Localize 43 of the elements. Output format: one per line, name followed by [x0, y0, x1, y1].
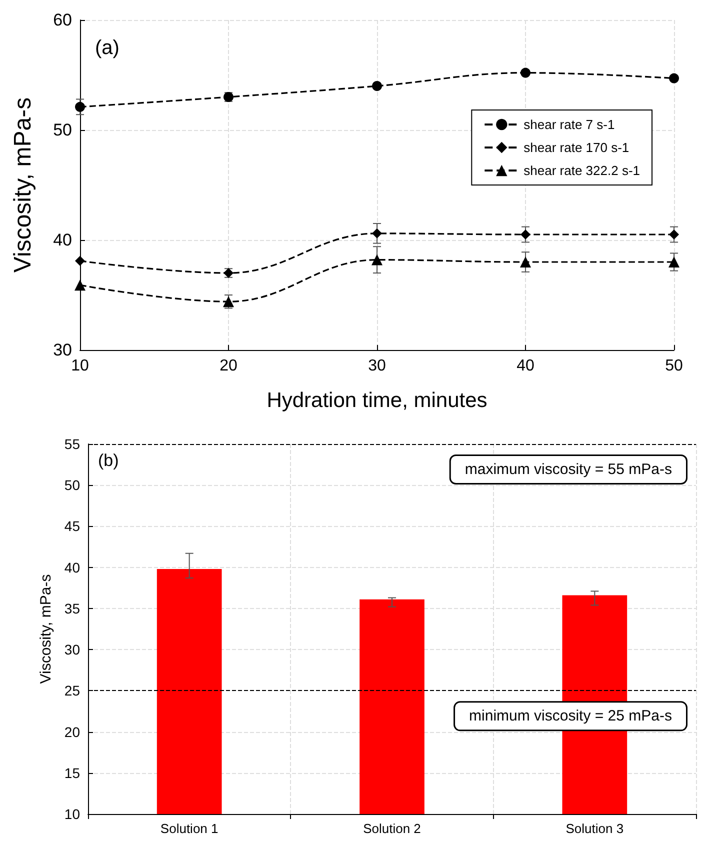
point: [668, 256, 680, 268]
annotation: (a): [95, 37, 120, 59]
point: [669, 230, 679, 240]
y-tick-label: 30: [53, 340, 72, 360]
x-axis-title: Hydration time, minutes: [266, 389, 488, 412]
x-tick-label: Solution 3: [566, 821, 624, 836]
y-tick-label: 50: [64, 477, 80, 494]
y-tick-label: 20: [64, 724, 80, 740]
y-tick-label: 15: [64, 764, 80, 781]
point: [669, 73, 679, 84]
point: [520, 230, 530, 240]
x-tick-label: 40: [516, 358, 534, 374]
legend-label: shear rate 322.2 s-1: [524, 163, 640, 178]
point: [372, 254, 382, 266]
y-axis-title: Viscosity, mPa-s: [38, 574, 55, 684]
y-tick-label: 60: [53, 10, 72, 30]
y-axis-title: Viscosity, mPa-s: [10, 97, 36, 273]
y-tick-label: 40: [53, 230, 72, 250]
y-tick-label: 10: [64, 806, 80, 822]
x-tick-label: Solution 1: [160, 821, 218, 836]
x-tick-label: 20: [220, 358, 238, 374]
point: [372, 228, 382, 238]
y-tick-label: 35: [64, 600, 80, 616]
ref-line-label: maximum viscosity = 55 mPa-s: [464, 461, 672, 478]
x-tick-label: Solution 2: [363, 821, 421, 836]
x-tick-label: 50: [665, 358, 683, 374]
y-tick-label: 40: [64, 559, 80, 576]
y-tick-label: 55: [64, 436, 80, 452]
point: [520, 68, 530, 78]
x-tick-label: 30: [368, 358, 386, 374]
point: [372, 81, 382, 91]
point: [75, 102, 85, 112]
annotation: (b): [98, 451, 119, 470]
point: [75, 256, 85, 266]
ref-line-label: minimum viscosity = 25 mPa-s: [469, 708, 672, 725]
y-tick-label: 45: [64, 518, 80, 534]
y-tick-label: 30: [64, 642, 80, 658]
y-tick-label: 25: [64, 682, 80, 699]
point: [74, 280, 86, 291]
legend-label: shear rate 170 s-1: [524, 140, 630, 155]
y-tick-label: 50: [53, 120, 72, 140]
legend-label: shear rate 7 s-1: [524, 117, 615, 132]
point: [520, 256, 531, 268]
